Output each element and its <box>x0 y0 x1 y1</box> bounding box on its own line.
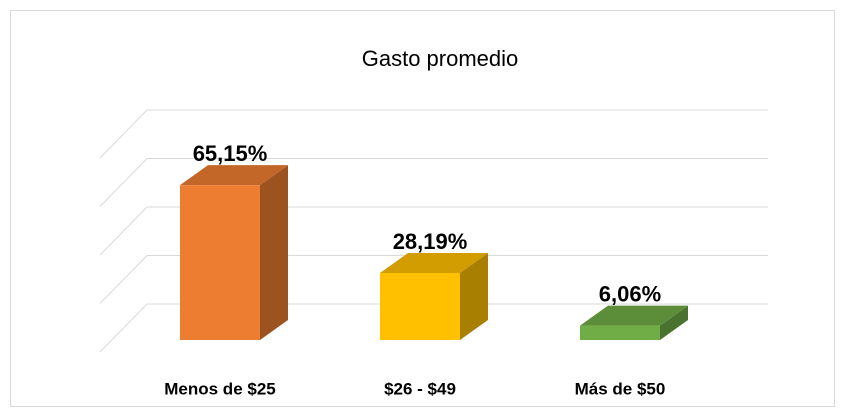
x-tick-label: Menos de $25 <box>164 379 276 398</box>
grid-line-side <box>99 303 148 353</box>
bar-side <box>660 305 688 340</box>
bar-side <box>260 165 288 340</box>
x-tick-label: Más de $50 <box>575 379 666 398</box>
grid-line-side <box>99 158 148 207</box>
bar-side <box>460 253 488 340</box>
data-label: 65,15% <box>193 141 268 166</box>
bar-top <box>180 165 288 186</box>
x-tick-label: $26 - $49 <box>384 379 456 398</box>
grid-line-side <box>99 206 148 256</box>
bar <box>580 325 660 340</box>
grid-line-side <box>99 109 148 159</box>
data-label: 6,06% <box>599 281 661 306</box>
bar <box>180 185 260 340</box>
bar-top <box>380 253 488 274</box>
bar <box>380 273 460 340</box>
chart-border <box>10 10 835 407</box>
data-label: 28,19% <box>393 229 468 254</box>
grid-line-side <box>99 255 148 304</box>
chart-title: Gasto promedio <box>362 46 519 71</box>
bar-top <box>580 305 688 326</box>
